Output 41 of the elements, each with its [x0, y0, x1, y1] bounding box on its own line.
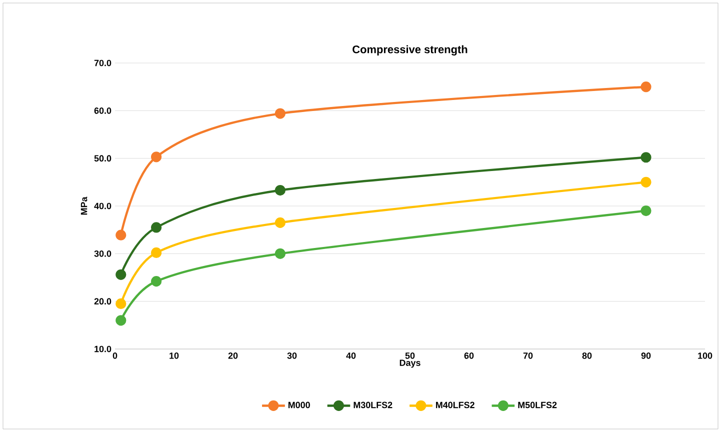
point [116, 230, 126, 240]
x-tick-label: 10 [170, 352, 179, 359]
point [151, 152, 162, 162]
legend-label: M000 [288, 402, 310, 408]
point [640, 205, 652, 216]
point [274, 184, 286, 196]
x-tick-label: 100 [698, 352, 712, 359]
x-tick-label: 90 [641, 352, 651, 359]
y-axis-title: MPa [80, 196, 88, 215]
x-tick-label: 60 [464, 352, 474, 359]
chart-title: Compressive strength [352, 45, 468, 56]
x-tick-label: 40 [346, 352, 356, 359]
x-axis-title: Days [400, 360, 420, 368]
point [151, 247, 162, 258]
x-tick-label: 0 [112, 352, 118, 359]
y-tick-label: 20.0 [94, 298, 112, 305]
legend-label: M30LFS2 [354, 402, 392, 408]
x-tick-label: 80 [582, 352, 592, 359]
legend-label: M40LFS2 [436, 402, 474, 408]
point [116, 315, 126, 326]
y-tick-label: 60.0 [94, 107, 112, 114]
point [640, 152, 652, 163]
point [116, 298, 126, 310]
x-tick-label: 30 [287, 352, 297, 359]
y-tick-label: 30.0 [94, 250, 112, 257]
point [274, 248, 286, 259]
x-tick-label: 20 [228, 352, 238, 359]
point [151, 222, 162, 233]
point [640, 82, 652, 92]
point [274, 108, 286, 119]
point [116, 269, 126, 280]
point [151, 276, 162, 287]
y-tick-label: 10.0 [94, 346, 112, 352]
y-tick-label: 50.0 [94, 155, 112, 162]
y-tick-label: 40.0 [94, 202, 112, 210]
legend-label: M50LFS2 [518, 402, 557, 408]
point [274, 217, 286, 228]
x-tick-label: 70 [523, 352, 533, 359]
y-tick-label: 70.0 [94, 60, 112, 66]
x-tick-label: 50 [405, 352, 415, 359]
point [640, 176, 652, 188]
